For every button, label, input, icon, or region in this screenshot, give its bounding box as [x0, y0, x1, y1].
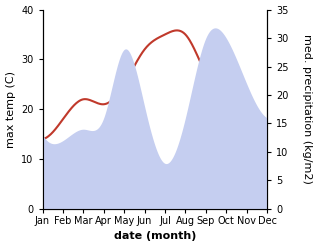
Y-axis label: max temp (C): max temp (C) [5, 71, 16, 148]
X-axis label: date (month): date (month) [114, 231, 196, 242]
Y-axis label: med. precipitation (kg/m2): med. precipitation (kg/m2) [302, 34, 313, 184]
